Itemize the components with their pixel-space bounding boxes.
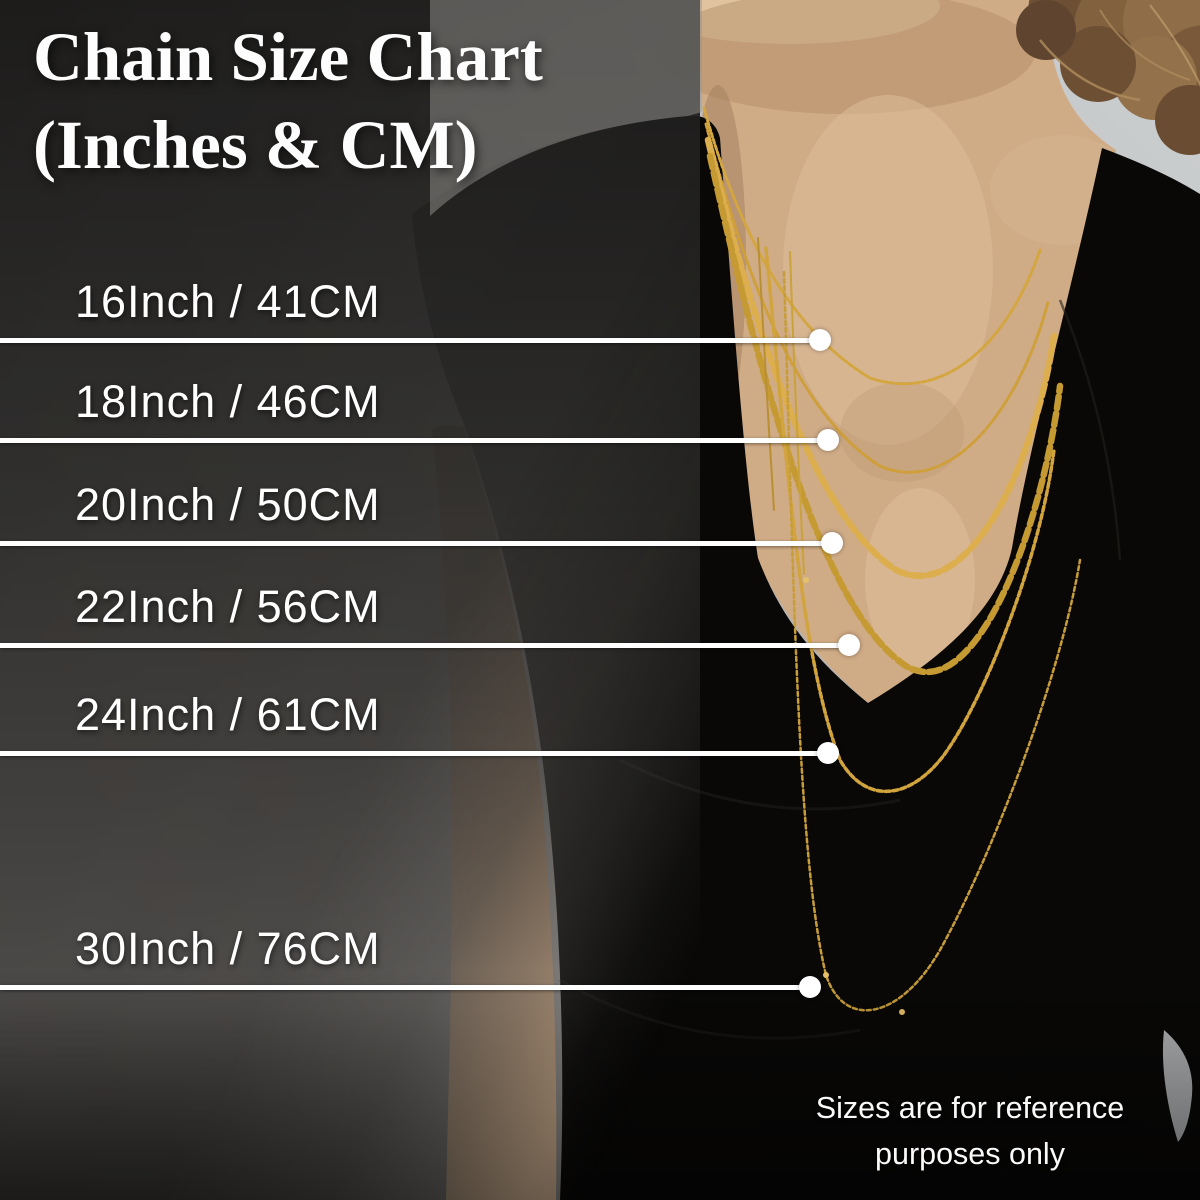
pointer-line — [0, 438, 828, 443]
pointer-dot — [817, 742, 839, 764]
pointer-line — [0, 751, 828, 756]
size-label: 18Inch / 46CM — [75, 376, 381, 427]
hair — [1016, 0, 1200, 155]
reference-note-line2: purposes only — [875, 1136, 1065, 1171]
size-label: 30Inch / 76CM — [75, 923, 381, 974]
chain-strand — [789, 251, 805, 575]
page-title-line2: (Inches & CM) — [33, 106, 478, 183]
reference-note: Sizes are for reference purposes only — [770, 1086, 1170, 1178]
pointer-line — [0, 643, 849, 648]
size-label: 16Inch / 41CM — [75, 276, 381, 327]
pointer-dot — [817, 429, 839, 451]
page-title-line1: Chain Size Chart — [33, 19, 543, 95]
chain-22-inch — [706, 152, 1064, 676]
pointer-dot — [799, 976, 821, 998]
reference-note-line1: Sizes are for reference — [815, 1091, 1125, 1125]
size-label: 20Inch / 50CM — [75, 479, 381, 530]
chain-18-inch — [704, 122, 1050, 474]
pointer-dot — [838, 634, 860, 656]
chain-16-inch — [702, 106, 1042, 386]
bottom-vignette — [0, 970, 1200, 1200]
size-label: 24Inch / 61CM — [75, 689, 381, 740]
pointer-line — [0, 985, 810, 990]
chain-strand — [757, 237, 775, 511]
page-title: Chain Size Chart (Inches & CM) — [33, 14, 543, 189]
size-label: 22Inch / 56CM — [75, 581, 381, 632]
pointer-line — [0, 338, 820, 343]
pointer-dot — [809, 329, 831, 351]
chain-20-inch — [704, 136, 1058, 580]
pointer-line — [0, 541, 832, 546]
pointer-dot — [821, 532, 843, 554]
shoulder-backdrop-patch — [430, 0, 702, 216]
